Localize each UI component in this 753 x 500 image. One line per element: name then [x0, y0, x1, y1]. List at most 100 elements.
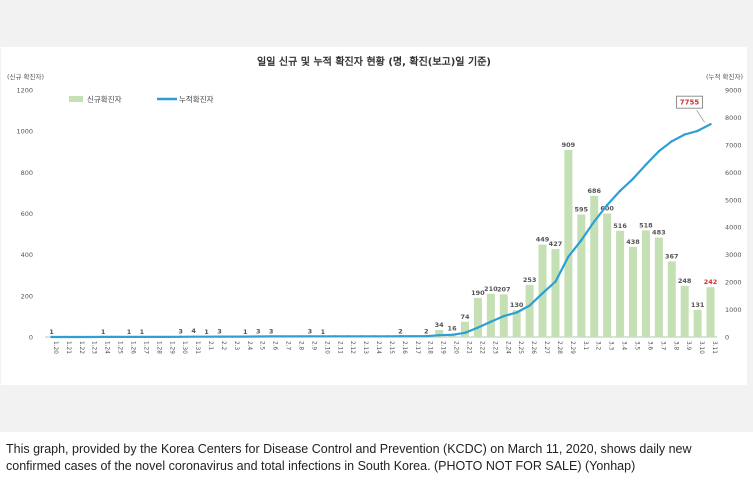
- cumulative-point: [76, 335, 79, 339]
- cumulative-point: [670, 140, 673, 143]
- bar-new-cases: [538, 244, 547, 337]
- callout-leader: [696, 109, 705, 123]
- x-tick-label: 1.20: [52, 341, 58, 354]
- x-tick-label: 3.1: [582, 341, 588, 351]
- bar-new-cases: [564, 149, 573, 337]
- bar-value-label: 34: [435, 321, 445, 329]
- y2-tick-label: 0: [725, 334, 729, 342]
- bar-value-label: 1: [101, 328, 106, 336]
- cumulative-point: [101, 335, 105, 339]
- bar-value-label: 3: [308, 327, 313, 335]
- bar-value-label: 16: [448, 325, 458, 333]
- y2-tick-label: 1000: [725, 306, 742, 314]
- x-tick-label: 2.17: [414, 341, 420, 354]
- x-tick-label: 3.7: [659, 341, 665, 351]
- y2-axis-label: (누적 확진자): [706, 72, 743, 81]
- x-tick-label: 2.27: [543, 341, 549, 354]
- y2-tick-label: 3000: [725, 251, 742, 259]
- bar-new-cases: [486, 293, 495, 337]
- x-tick-label: 1.22: [78, 341, 84, 354]
- cumulative-point: [347, 335, 350, 338]
- x-tick-label: 3.5: [634, 341, 640, 351]
- x-tick-label: 3.2: [595, 341, 601, 351]
- bar-value-label: 4: [191, 327, 196, 335]
- cumulative-point: [334, 335, 337, 338]
- bar-value-label: 242: [704, 278, 718, 286]
- cumulative-point: [399, 335, 402, 338]
- x-tick-label: 2.25: [517, 341, 523, 354]
- cumulative-point: [257, 335, 260, 338]
- chart-svg: 일일 신규 및 누적 확진자 현황 (명, 확진(보고)일 기준) (신규 확진자…: [7, 55, 743, 354]
- bar-new-cases: [512, 310, 521, 337]
- bar-value-label: 74: [460, 313, 470, 321]
- x-tick-label: 2.23: [491, 341, 497, 354]
- x-tick-label: 3.4: [621, 341, 627, 351]
- x-tick-label: 3.9: [685, 341, 691, 351]
- bar-new-cases: [525, 284, 534, 337]
- y-axis-label: (신규 확진자): [7, 72, 44, 81]
- bar-new-cases: [473, 297, 482, 337]
- cumulative-point: [140, 335, 144, 339]
- cumulative-point: [554, 280, 557, 283]
- cumulative-point: [450, 333, 454, 337]
- y-tick-label: 600: [21, 210, 33, 218]
- x-tick-label: 1.28: [155, 341, 161, 354]
- image-background: 일일 신규 및 누적 확진자 현황 (명, 확진(보고)일 기준) (신규 확진자…: [0, 0, 753, 432]
- bar-new-cases: [603, 213, 612, 337]
- y-tick-label: 1000: [16, 128, 33, 136]
- bar-new-cases: [654, 237, 663, 337]
- x-tick-label: 2.19: [440, 341, 446, 354]
- bar-value-label: 1: [243, 328, 248, 336]
- bar-value-label: 248: [678, 277, 692, 285]
- cumulative-point: [489, 320, 493, 323]
- x-tick-label: 1.24: [104, 341, 110, 354]
- bar-new-cases: [667, 261, 676, 337]
- y-tick-label: 400: [21, 251, 33, 259]
- x-tick-label: 2.28: [556, 341, 562, 354]
- cumulative-point: [386, 335, 389, 338]
- bar-new-cases: [590, 195, 599, 337]
- cumulative-point: [360, 335, 363, 338]
- cumulative-point: [605, 203, 609, 207]
- bar-value-label: 3: [178, 327, 183, 335]
- cumulative-point: [515, 311, 518, 314]
- bar-value-label: 367: [665, 252, 679, 260]
- y-tick-label: 200: [21, 292, 33, 300]
- bar-value-label: 1: [127, 328, 132, 336]
- x-tick-label: 2.14: [375, 341, 381, 354]
- cumulative-point: [437, 334, 441, 337]
- callout-box: [676, 95, 703, 109]
- x-tick-label: 1.31: [194, 341, 200, 354]
- cumulative-line: [51, 123, 712, 339]
- bar-new-cases: [680, 285, 689, 337]
- cumulative-point: [657, 150, 661, 153]
- y2-tick-label: 8000: [725, 114, 742, 122]
- bar-value-label: 1: [49, 328, 54, 336]
- x-tick-label: 2.2: [220, 341, 226, 351]
- bar-value-label: 207: [497, 285, 511, 293]
- x-tick-label: 1.27: [142, 341, 148, 354]
- bar-value-label: 595: [575, 206, 589, 214]
- callout-label: 7755: [680, 99, 700, 107]
- y2-tick-label: 4000: [725, 224, 742, 232]
- y-tick-label: 1200: [16, 87, 33, 95]
- cumulative-point: [696, 129, 699, 133]
- cumulative-point: [282, 335, 286, 338]
- y2-tick-label: 5000: [725, 196, 742, 204]
- x-tick-label: 3.10: [698, 341, 704, 354]
- cumulative-point: [593, 220, 596, 223]
- bar-value-label: 131: [691, 301, 705, 309]
- x-tick-label: 2.29: [569, 341, 575, 354]
- x-tick-label: 2.3: [233, 341, 239, 351]
- y-tick-label: 800: [21, 169, 33, 177]
- cumulative-point: [618, 189, 622, 193]
- x-tick-label: 2.13: [362, 341, 368, 354]
- cumulative-point: [463, 331, 467, 334]
- x-tick-label: 2.10: [323, 341, 329, 354]
- x-tick-label: 2.26: [530, 341, 536, 354]
- cumulative-point: [412, 335, 415, 338]
- bar-value-label: 3: [269, 327, 274, 335]
- bar-new-cases: [577, 214, 586, 337]
- bar-value-label: 1: [204, 328, 209, 336]
- x-tick-label: 2.21: [466, 341, 472, 354]
